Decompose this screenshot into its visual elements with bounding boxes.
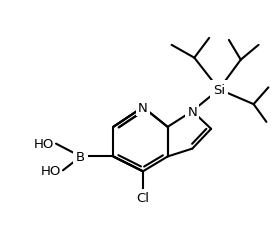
Text: HO: HO xyxy=(41,164,61,177)
Text: B: B xyxy=(76,150,85,163)
Text: Si: Si xyxy=(213,83,225,96)
Text: Cl: Cl xyxy=(136,192,150,204)
Text: N: N xyxy=(138,101,148,114)
Text: HO: HO xyxy=(34,138,54,150)
Text: N: N xyxy=(187,105,197,118)
